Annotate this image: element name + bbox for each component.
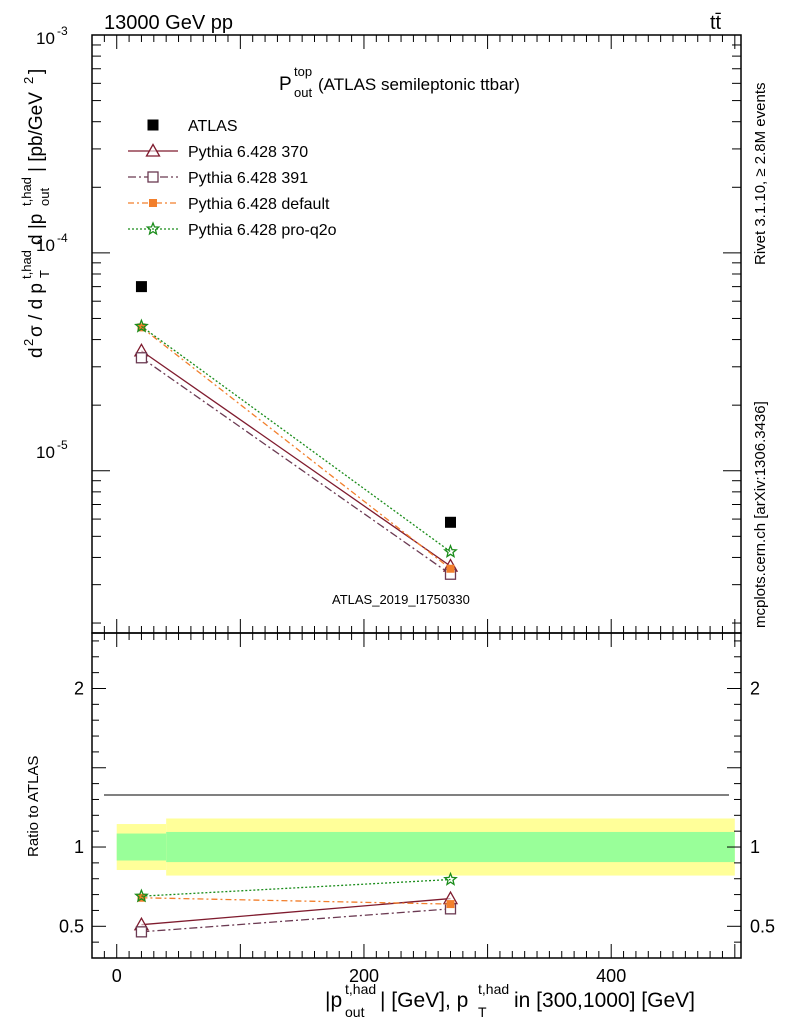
- uncertainty-band-inner: [116, 833, 167, 861]
- main-ytick-1e-5: 10 -5: [36, 438, 68, 462]
- ratio-line-pythia-6-428-391: [141, 908, 451, 933]
- title-main: P: [279, 74, 292, 95]
- svg-text:10: 10: [36, 443, 55, 462]
- svg-text:2: 2: [21, 339, 36, 346]
- svg-text:in [300,1000] [GeV]: in [300,1000] [GeV]: [514, 989, 695, 1012]
- svg-text:T: T: [478, 1004, 487, 1020]
- svg-text:out: out: [345, 1004, 365, 1020]
- svg-text:-5: -5: [57, 438, 68, 452]
- svg-text:| [GeV], p: | [GeV], p: [380, 989, 468, 1012]
- ratio-ytick-label-right: 2: [750, 678, 760, 698]
- data-point-pythia-6-428-default: [446, 564, 455, 573]
- legend-marker-pythia-6-428-391: [147, 171, 159, 183]
- svg-text:10: 10: [36, 29, 55, 48]
- data-point-pythia-6-428-pro-q2o: [443, 543, 458, 559]
- legend-label-pythia-6-428-370: Pythia 6.428 370: [188, 144, 308, 161]
- series-line-pythia-6-428-default: [141, 326, 451, 570]
- ratio-frame: [91, 632, 742, 959]
- mcplots-label: mcplots.cern.ch [arXiv:1306.3436]: [752, 401, 769, 628]
- svg-text:σ / d p: σ / d p: [26, 283, 47, 337]
- svg-text:10: 10: [36, 236, 55, 255]
- title-sup: top: [294, 64, 312, 79]
- title-rest: (ATLAS semileptonic ttbar): [318, 75, 520, 94]
- main-ytick-1e-3: 10 -3: [36, 24, 68, 48]
- ratio-xlabel: |p t,had out | [GeV], p t,had T in [300,…: [325, 981, 695, 1020]
- ratio-xtick-label: 400: [596, 966, 626, 986]
- ratio-axis-ticks: 0 200 400 0.5 0.5 1 1 2 2: [59, 633, 775, 986]
- ratio-xtick-label: 0: [112, 966, 122, 986]
- legend: ATLAS Pythia 6.428 370 Pythia 6.428 391 Pyt…: [128, 118, 337, 239]
- legend-marker-pythia-6-428-default: [149, 199, 157, 207]
- ratio-ylabel: Ratio to ATLAS: [25, 756, 42, 857]
- ratio-line-pythia-6-428-370: [141, 897, 451, 926]
- legend-label-pythia-6-428-391: Pythia 6.428 391: [188, 170, 308, 187]
- data-point-pythia-6-428-391: [135, 352, 148, 364]
- legend-label-atlas: ATLAS: [188, 118, 238, 135]
- ratio-ytick-label-left: 0.5: [59, 916, 84, 936]
- series-line-pythia-6-428-pro-q2o: [141, 325, 451, 553]
- svg-text:T: T: [37, 270, 52, 278]
- svg-text:d: d: [26, 347, 47, 358]
- ratio-series: [133, 871, 459, 938]
- main-ylabel: d 2 σ / d p t,had T d |p t,had out | [pb…: [19, 69, 52, 358]
- svg-text:t,had: t,had: [478, 981, 509, 997]
- ratio-point-pythia-6-428-default: [137, 893, 146, 902]
- data-point-atlas: [135, 281, 147, 293]
- svg-text:d |p: d |p: [26, 214, 47, 245]
- svg-text:2: 2: [21, 77, 36, 84]
- process-label: tt̄: [710, 12, 722, 34]
- ratio-line-pythia-6-428-default: [141, 897, 451, 905]
- uncertainty-band-inner: [166, 831, 735, 863]
- svg-text:| [pb/GeV: | [pb/GeV: [26, 92, 47, 172]
- analysis-watermark: ATLAS_2019_I1750330: [332, 592, 470, 607]
- svg-text:t,had: t,had: [19, 250, 34, 279]
- svg-text:t,had: t,had: [19, 177, 34, 206]
- svg-text:|p: |p: [325, 989, 342, 1012]
- legend-label-pythia-6-428-default: Pythia 6.428 default: [188, 196, 330, 213]
- data-point-pythia-6-428-default: [137, 323, 146, 332]
- svg-text:out: out: [37, 188, 52, 206]
- rivet-version-label: Rivet 3.1.10, ≥ 2.8M events: [752, 83, 769, 266]
- ratio-line-pythia-6-428-pro-q2o: [141, 878, 451, 897]
- main-series: [133, 281, 459, 580]
- ratio-uncertainty-bands: [116, 818, 735, 876]
- ratio-panel: 0 200 400 0.5 0.5 1 1 2 2 Ratio to ATLAS |p t,ha…: [25, 632, 775, 1020]
- ratio-point-pythia-6-428-pro-q2o: [443, 871, 458, 886]
- legend-label-pythia-6-428-pro-q2o: Pythia 6.428 pro-q2o: [188, 222, 337, 239]
- main-axis-ticks: [91, 34, 741, 633]
- svg-text:-3: -3: [57, 24, 68, 38]
- main-ytick-1e-4: 10 -4: [36, 231, 68, 255]
- energy-label: 13000 GeV pp: [104, 12, 233, 34]
- ratio-point-pythia-6-428-default: [446, 900, 455, 909]
- main-panel: P top out (ATLAS semileptonic ttbar) 10-…: [19, 24, 742, 634]
- ratio-ytick-label-right: 1: [750, 837, 760, 857]
- svg-text:-4: -4: [57, 231, 68, 245]
- data-point-atlas: [444, 516, 456, 528]
- series-line-pythia-6-428-370: [141, 350, 451, 567]
- title-sub: out: [294, 85, 312, 100]
- data-point-pythia-6-428-pro-q2o: [134, 318, 149, 333]
- plot-title: P top out (ATLAS semileptonic ttbar): [279, 64, 520, 100]
- legend-marker-pythia-6-428-370: [145, 143, 161, 157]
- svg-text:t,had: t,had: [345, 981, 376, 997]
- ratio-xtick-label: 200: [349, 966, 379, 986]
- ratio-point-pythia-6-428-pro-q2o: [133, 888, 149, 903]
- ratio-ytick-label-left: 2: [74, 678, 84, 698]
- legend-marker-atlas: [147, 119, 159, 131]
- ratio-ytick-label-left: 1: [74, 837, 84, 857]
- ratio-ytick-label-right: 0.5: [750, 916, 775, 936]
- svg-text:]: ]: [26, 69, 47, 74]
- ratio-point-pythia-6-428-391: [135, 926, 148, 938]
- legend-marker-pythia-6-428-pro-q2o: [145, 221, 161, 236]
- series-line-pythia-6-428-391: [141, 357, 451, 575]
